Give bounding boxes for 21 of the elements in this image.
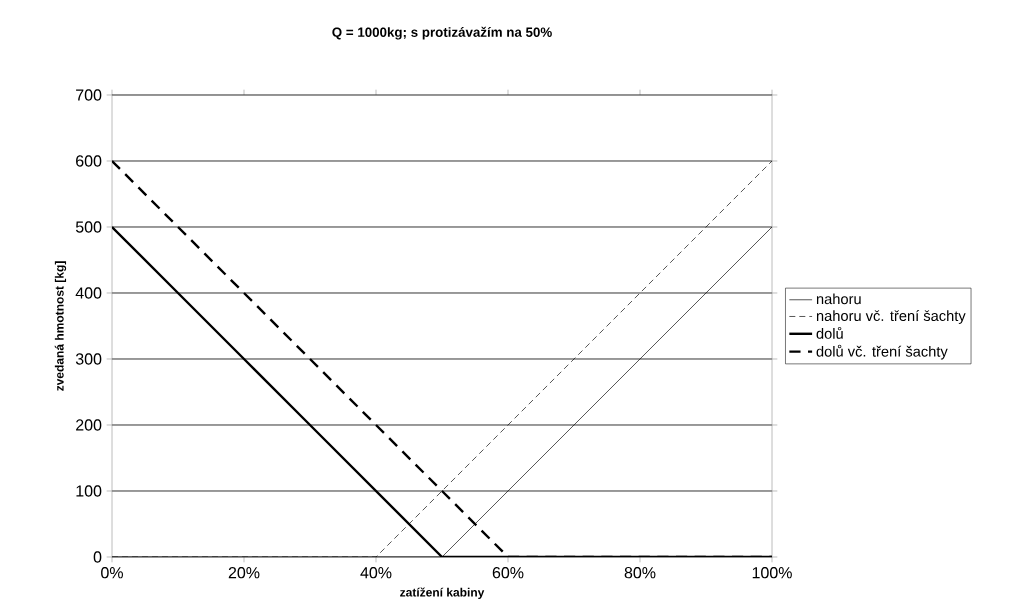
x-tick-label: 40% <box>360 566 392 579</box>
y-tick-label: 400 <box>75 287 102 299</box>
x-tick-label: 100% <box>752 566 792 579</box>
y-tick-label: 200 <box>76 419 102 431</box>
y-axis-title: zvedaná hmotnost [kg] <box>54 261 67 391</box>
chart-title: Q = 1000kg; s protizávažím na 50% <box>332 26 552 40</box>
y-tick-label: 700 <box>76 89 102 101</box>
y-tick-label: 600 <box>76 155 102 167</box>
x-axis-title: zatížení kabiny <box>400 587 485 599</box>
y-tick-label: 300 <box>75 353 102 365</box>
x-tick-label: 60% <box>492 566 524 579</box>
y-tick-label: 0 <box>93 551 102 563</box>
legend-label: nahoru <box>816 293 861 305</box>
legend-label: nahoru vč. tření šachty <box>816 309 966 324</box>
x-tick-label: 80% <box>624 566 656 579</box>
legend-label: dolů vč. tření šachty <box>816 344 948 360</box>
x-tick-label: 20% <box>228 566 260 579</box>
y-tick-label: 100 <box>76 485 102 497</box>
y-tick-label: 500 <box>75 221 102 233</box>
x-tick-label: 0% <box>101 566 123 579</box>
legend-label: dolů <box>816 326 843 339</box>
